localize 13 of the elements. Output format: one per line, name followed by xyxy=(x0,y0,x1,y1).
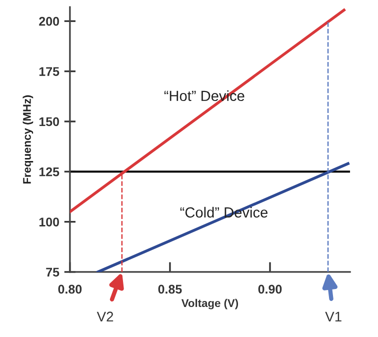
x-tick-label: 0.80 xyxy=(58,284,82,294)
y-tick-label: 200 xyxy=(39,16,60,26)
annotation: V2 xyxy=(96,312,114,322)
y-tick-label: 75 xyxy=(46,268,60,277)
y-tick-label: 125 xyxy=(39,167,60,176)
annotation: V1 xyxy=(325,312,342,322)
y-tick-label: 150 xyxy=(39,117,60,126)
x-tick-label: 0.85 xyxy=(158,284,182,294)
x-tick-label: 0.90 xyxy=(258,284,282,294)
x-axis-title: Voltage (V) xyxy=(181,298,238,310)
y-axis-title: Frequency (MHz) xyxy=(22,95,34,184)
y-tick-label: 175 xyxy=(39,67,60,76)
y-tick-label: 100 xyxy=(39,218,60,226)
